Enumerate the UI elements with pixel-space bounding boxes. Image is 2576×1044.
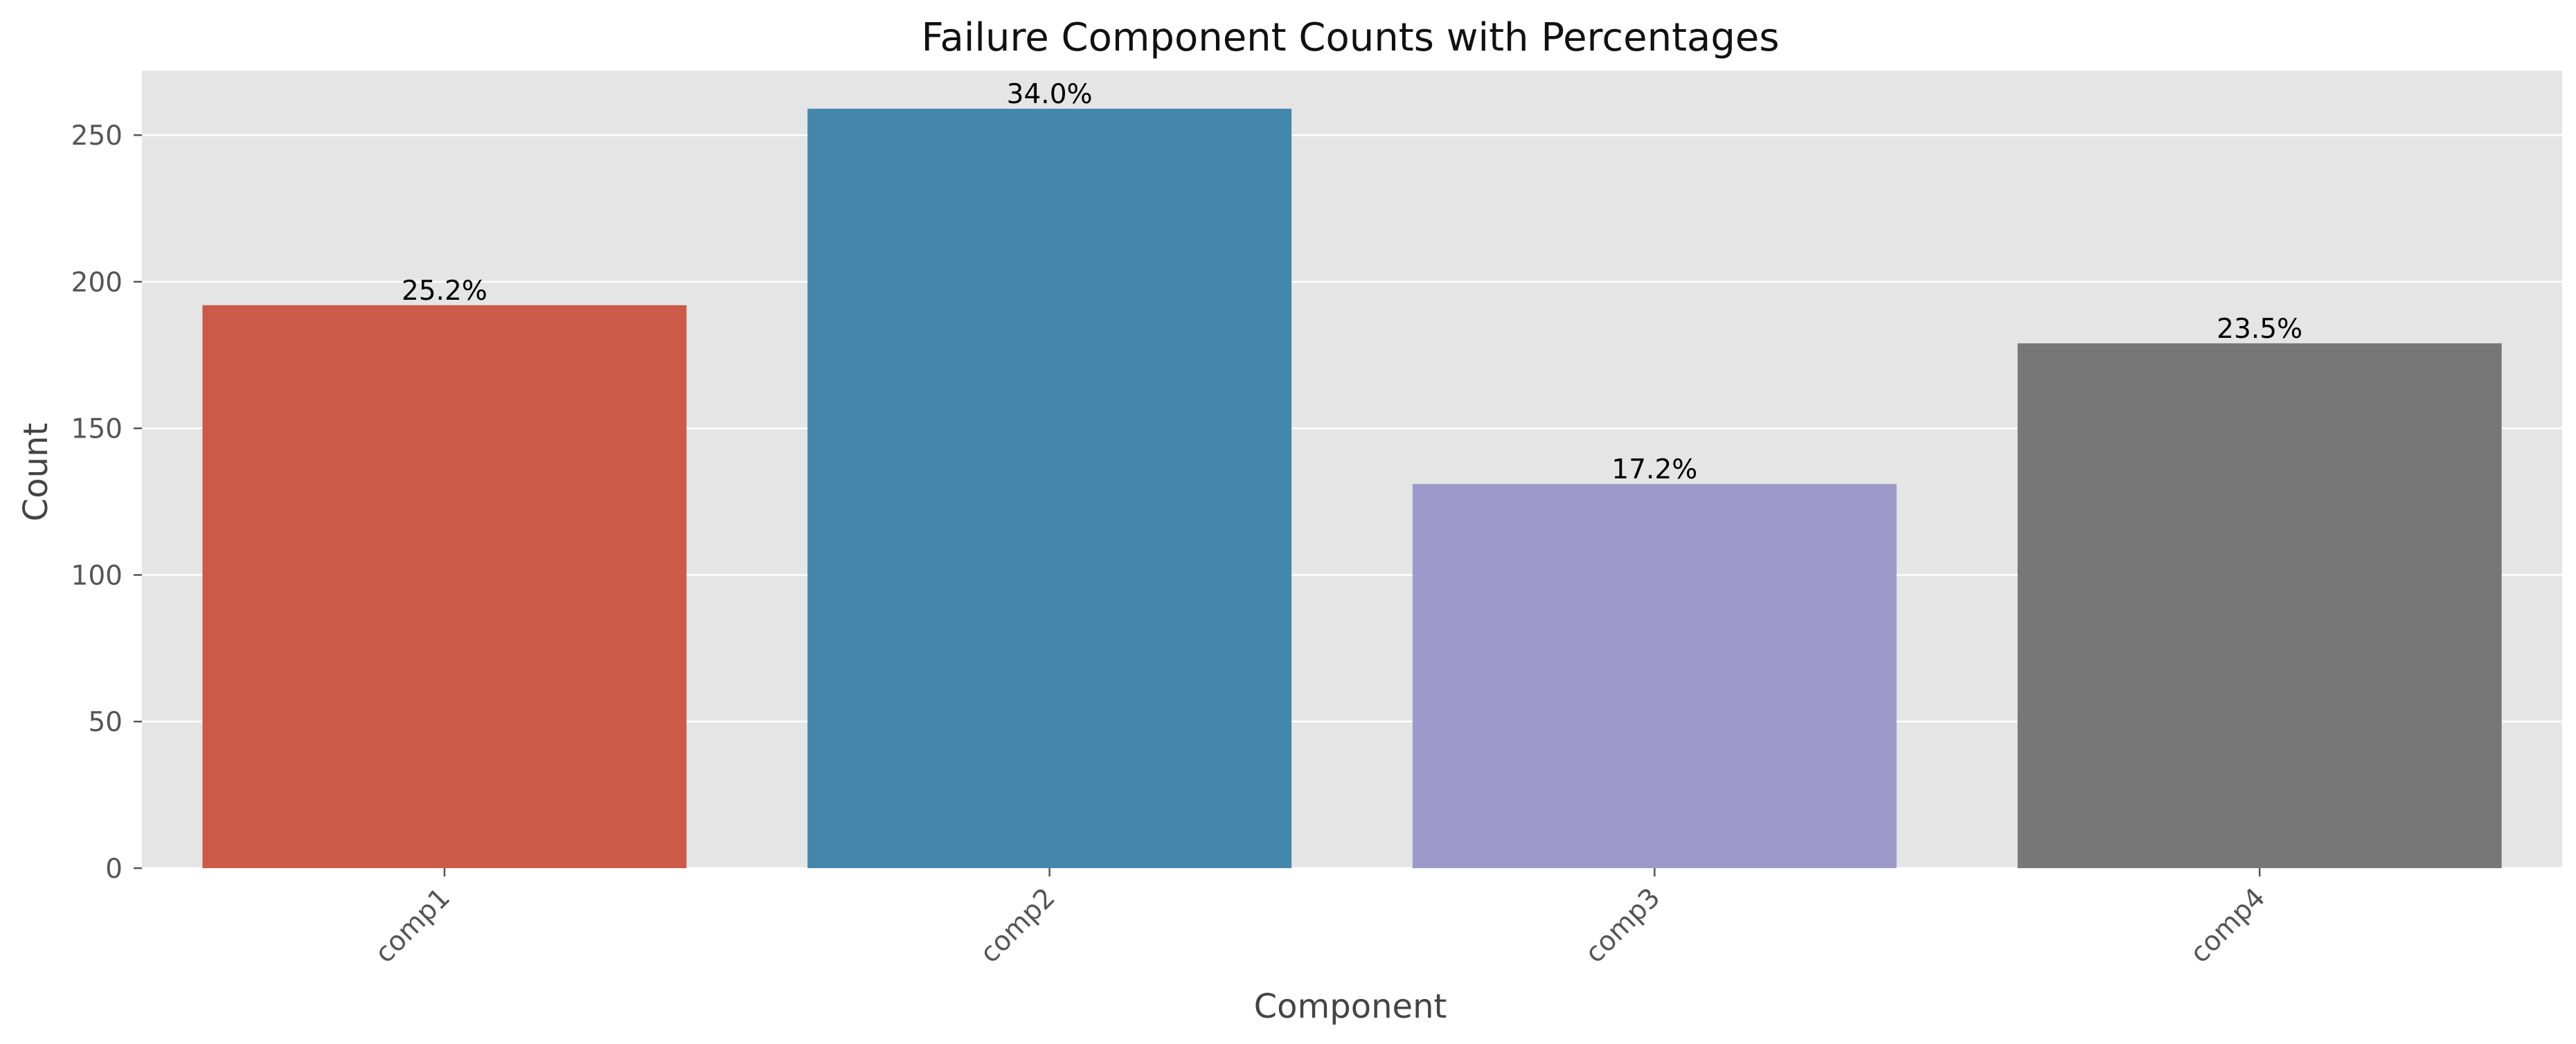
y-tick-label: 50 — [88, 707, 123, 738]
x-axis-label: Component — [1254, 987, 1447, 1026]
bar-comp1 — [202, 305, 687, 869]
data-label-comp3: 17.2% — [1611, 454, 1697, 485]
y-axis-label: Count — [17, 423, 55, 522]
data-label-comp4: 23.5% — [2217, 314, 2302, 345]
chart-title: Failure Component Counts with Percentage… — [921, 15, 1779, 60]
y-tick-label: 200 — [71, 267, 123, 298]
bars — [202, 109, 2502, 869]
bar-comp4 — [2017, 343, 2502, 869]
x-tick-label: comp2 — [974, 882, 1062, 969]
y-tick-label: 150 — [71, 414, 123, 445]
bar-comp2 — [807, 109, 1292, 868]
y-tick-label: 0 — [105, 854, 123, 885]
x-tick-label: comp4 — [2184, 882, 2271, 969]
y-tick-label: 100 — [71, 560, 123, 591]
data-label-comp1: 25.2% — [402, 276, 488, 307]
x-tick-label: comp3 — [1580, 882, 1667, 969]
y-tick-label: 250 — [71, 120, 123, 152]
data-label-comp2: 34.0% — [1007, 79, 1093, 110]
x-tick-label: comp1 — [369, 882, 456, 969]
data-labels: 25.2% 34.0% 17.2% 23.5% — [402, 79, 2302, 485]
bar-comp3 — [1412, 484, 1897, 868]
